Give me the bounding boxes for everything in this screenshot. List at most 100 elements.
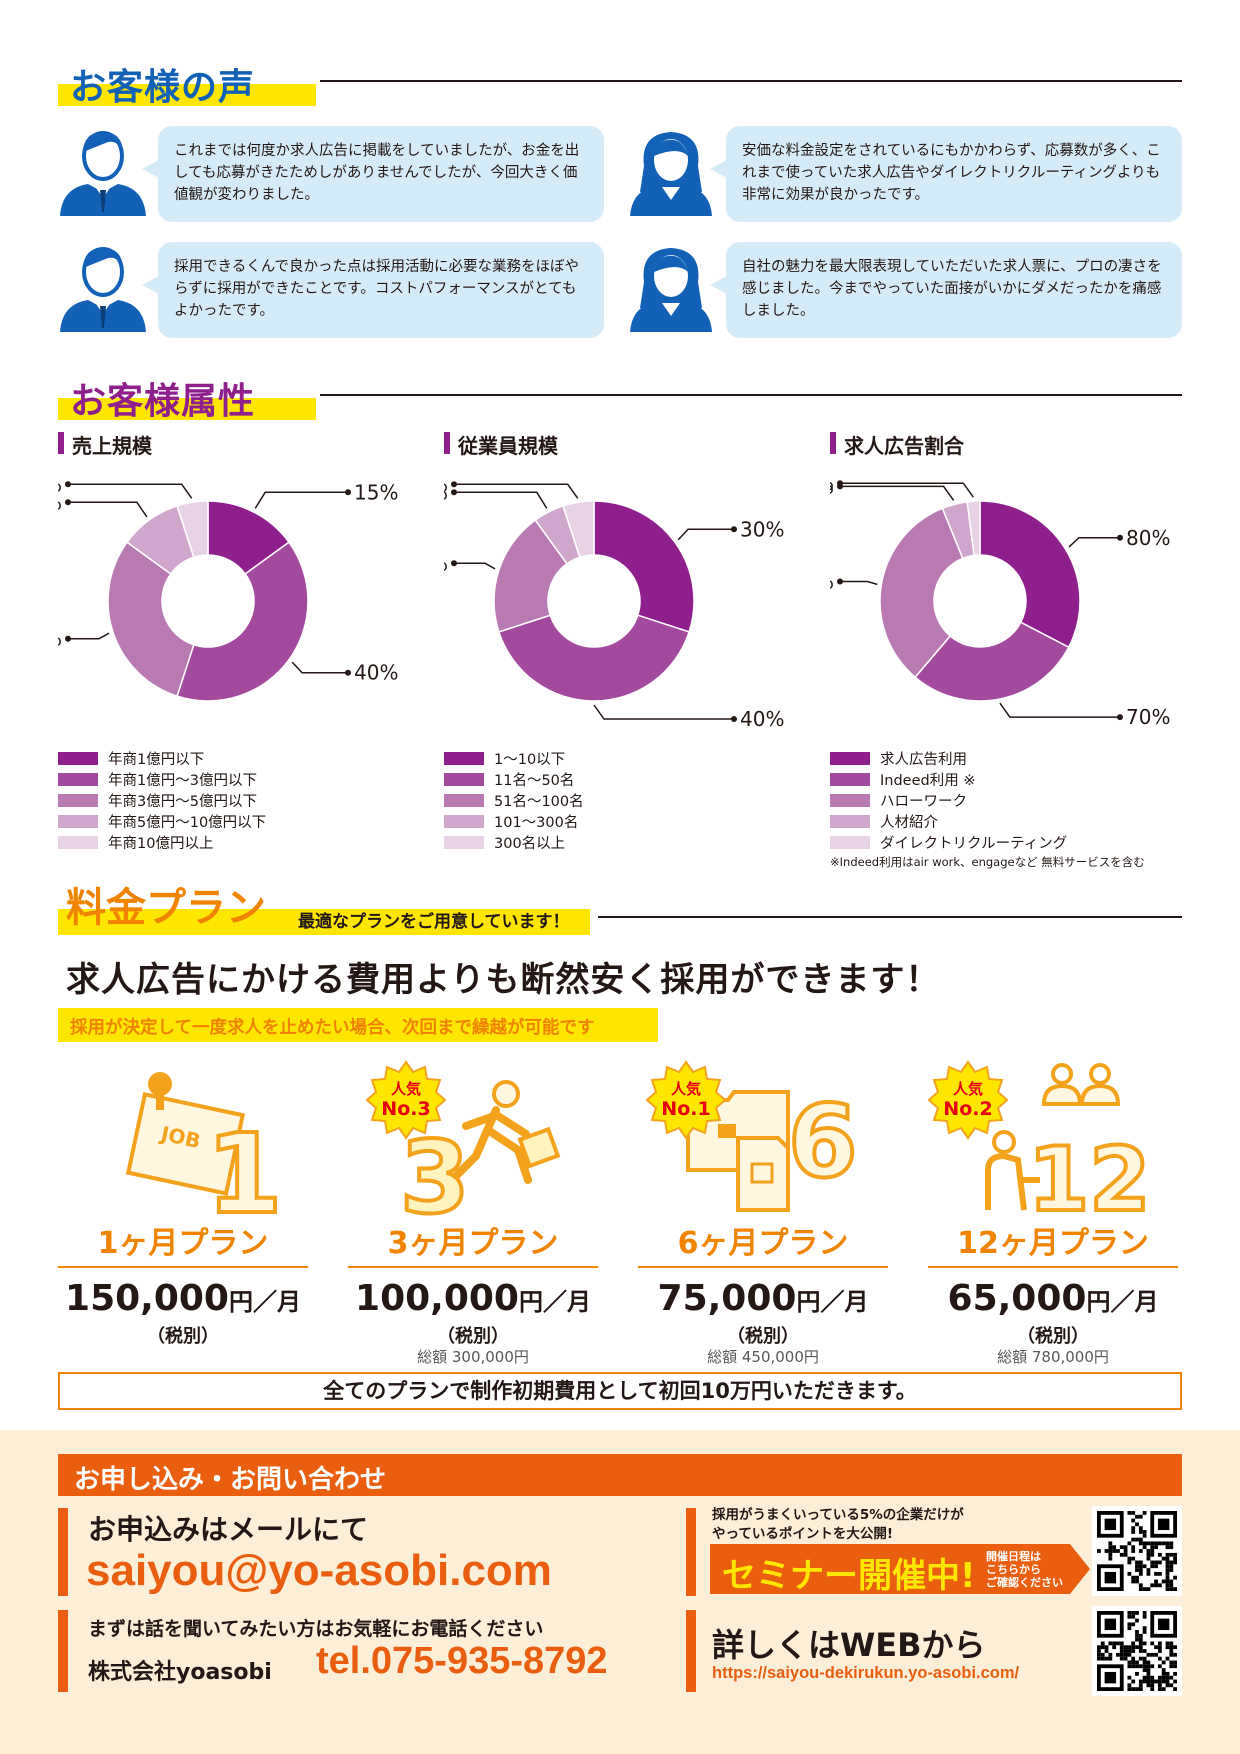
legend-label: 年商5億円〜10億円以下	[108, 815, 267, 831]
plan-price: 100,000円／月	[348, 1278, 598, 1319]
qr-module	[1138, 1633, 1143, 1638]
phone-label: まずは話を聞いてみたい方はお気軽にお電話ください	[88, 1618, 544, 1640]
leader-dot	[1117, 714, 1123, 721]
qr-module	[1127, 1660, 1132, 1665]
qr-module	[1108, 1545, 1113, 1550]
qr-module	[1157, 1645, 1162, 1650]
qr-module	[1123, 1552, 1128, 1557]
qr-module	[1169, 1564, 1174, 1569]
leader-line	[291, 661, 348, 674]
qr-module	[1146, 1568, 1151, 1572]
legend-item: 年商3億円〜5億円以下	[58, 790, 266, 811]
qr-module	[1150, 1545, 1155, 1550]
qr-module	[1119, 1649, 1124, 1653]
qr-module	[1142, 1564, 1147, 1569]
plan-number-glyph: 12	[1028, 1128, 1150, 1220]
qr-module	[1150, 1564, 1155, 1569]
qr-module	[1154, 1545, 1158, 1550]
contact-title: お申し込み・お問い合わせ	[74, 1465, 387, 1495]
legend-label: 11名〜50名	[494, 773, 575, 789]
accent-bar	[58, 1610, 68, 1692]
legend-label: 51名〜100名	[494, 794, 584, 810]
website-qr-code[interactable]	[1092, 1606, 1182, 1696]
qr-module	[1173, 1575, 1177, 1580]
qr-module	[1108, 1656, 1113, 1661]
qr-module	[1138, 1656, 1143, 1661]
qr-module	[1127, 1664, 1132, 1669]
qr-module	[1173, 1560, 1177, 1565]
qr-module	[1161, 1660, 1166, 1665]
voice-text-1: これまでは何度か求人広告に掲載をしていましたが、お金を出しても応募がきたためしが…	[174, 143, 580, 203]
legend-item: ダイレクトリクルーティング	[830, 832, 1067, 853]
leader-line	[840, 482, 974, 498]
initial-fee-note: 全てのプランで制作初期費用として初回10万円いただきます。	[58, 1372, 1182, 1410]
badge-label: 人気	[952, 1080, 983, 1098]
plan-price: 75,000円／月	[638, 1278, 888, 1319]
legend-label: 年商1億円〜3億円以下	[108, 773, 257, 789]
qr-module	[1161, 1556, 1166, 1561]
qr-module	[1104, 1649, 1109, 1653]
voice-text-3: 採用できるくんで良かった点は採用活動に必要な業務をほぼやらずに採用ができたことで…	[174, 259, 579, 319]
email-link[interactable]: saiyou@yo-asobi.com	[86, 1546, 552, 1595]
qr-module	[1146, 1556, 1151, 1561]
legend-label: 年商1億円以下	[108, 752, 205, 768]
legend-item: 人材紹介	[830, 811, 1067, 832]
phone-link[interactable]: tel.075-935-8792	[316, 1640, 608, 1682]
qr-module	[1116, 1652, 1120, 1657]
donut-slice-3	[107, 541, 195, 698]
qr-module	[1169, 1587, 1174, 1591]
qr-module	[1138, 1645, 1143, 1650]
qr-module	[1165, 1556, 1170, 1561]
pricing-subline: 採用が決定して一度求人を止めたい場合、次回まで繰越が可能です	[70, 1018, 595, 1038]
qr-module	[1142, 1611, 1147, 1615]
qr-finder	[1157, 1618, 1170, 1631]
plan-divider	[348, 1266, 598, 1268]
badge-label: 人気	[670, 1080, 701, 1098]
qr-module	[1127, 1683, 1132, 1688]
qr-module	[1135, 1579, 1139, 1584]
seminar-intro: 採用がうまくいっている5%の企業だけが やっているポイントを大公開!	[712, 1506, 964, 1544]
starburst-icon	[645, 1060, 727, 1140]
qr-module	[1131, 1545, 1136, 1550]
qr-module	[1165, 1679, 1170, 1684]
qr-module	[1135, 1671, 1139, 1676]
qr-module	[1135, 1645, 1139, 1650]
qr-module	[1154, 1541, 1158, 1546]
seminar-banner[interactable]: セミナー開催中! 開催日程は こちらから ご確認ください	[710, 1544, 1090, 1596]
data-label: 40%	[740, 707, 784, 731]
qr-finder	[1104, 1671, 1117, 1684]
qr-module	[1165, 1683, 1170, 1688]
qr-module	[1131, 1556, 1136, 1561]
qr-module	[1131, 1687, 1136, 1691]
legend-label: 年商10億円以上	[108, 836, 214, 852]
seminar-sub-line: ご確認ください	[986, 1576, 1063, 1589]
qr-module	[1138, 1649, 1143, 1653]
data-label: 5%	[444, 480, 448, 504]
legend-swatch	[830, 836, 870, 849]
leader-line	[840, 485, 955, 501]
seminar-qr-code[interactable]	[1092, 1506, 1182, 1596]
chart-title: 求人広告割合	[830, 430, 964, 459]
data-label: 80%	[1126, 526, 1170, 550]
leader-line	[454, 491, 548, 509]
qr-module	[1150, 1675, 1155, 1680]
qr-module	[1165, 1656, 1170, 1661]
voice-bubble-3: 採用できるくんで良かった点は採用活動に必要な業務をほぼやらずに採用ができたことで…	[142, 242, 604, 338]
leader-line	[254, 491, 348, 509]
plan-card-3: 3 人気 No.3 3ヶ月プラン 100,000円／月 （税別） 総額 300,…	[348, 1060, 598, 1366]
donut-chart: 80% 70% 80% 10%5%	[830, 471, 1170, 729]
qr-module	[1142, 1668, 1147, 1672]
qr-module	[1173, 1664, 1177, 1669]
qr-module	[1131, 1660, 1136, 1665]
qr-module	[1146, 1571, 1151, 1576]
qr-module	[1131, 1518, 1136, 1523]
qr-module	[1150, 1687, 1155, 1691]
leader-line	[593, 704, 734, 720]
qr-module	[1169, 1664, 1174, 1669]
qr-module	[1154, 1652, 1158, 1657]
website-link[interactable]: https://saiyou-dekirukun.yo-asobi.com/	[712, 1664, 1020, 1682]
qr-module	[1142, 1511, 1147, 1515]
running-person-icon: 3	[398, 1080, 561, 1220]
donut-slice-5	[966, 500, 981, 557]
plan-number-glyph: 6	[788, 1083, 858, 1200]
